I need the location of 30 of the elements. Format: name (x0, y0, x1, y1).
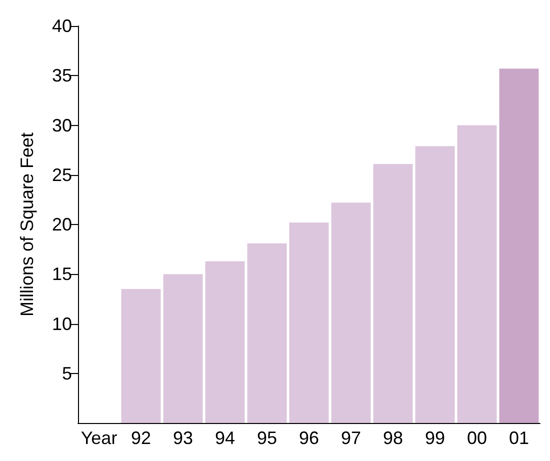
bar (331, 202, 371, 423)
y-axis-title: Millions of Square Feet (17, 132, 37, 317)
bar (247, 243, 287, 423)
bar (373, 164, 413, 423)
bar (121, 289, 161, 423)
bar (415, 146, 455, 423)
x-tick-label: 95 (256, 428, 278, 448)
x-tick-label: 97 (340, 428, 362, 448)
y-tick-label: 20 (52, 214, 72, 234)
bar (499, 68, 539, 423)
x-tick-label: 00 (466, 428, 488, 448)
x-tick-label: 01 (508, 428, 530, 448)
y-tick-label: 40 (52, 16, 72, 36)
bar (457, 125, 497, 423)
x-tick-label: 93 (172, 428, 194, 448)
x-tick-label: 99 (424, 428, 446, 448)
x-tick-label: 92 (130, 428, 152, 448)
x-tick-label: Year (80, 428, 118, 448)
y-tick-label: 35 (52, 66, 72, 86)
x-tick-label: 96 (298, 428, 320, 448)
x-tick-label: 94 (214, 428, 236, 448)
y-tick-label: 15 (52, 264, 72, 284)
bar (205, 261, 245, 423)
y-tick-label: 5 (62, 363, 72, 384)
y-tick-label: 30 (52, 115, 72, 136)
y-tick-label: 10 (52, 314, 72, 334)
bar (289, 222, 329, 423)
x-tick-label: 98 (382, 428, 404, 448)
y-tick-label: 25 (52, 164, 72, 185)
bar (163, 274, 203, 423)
